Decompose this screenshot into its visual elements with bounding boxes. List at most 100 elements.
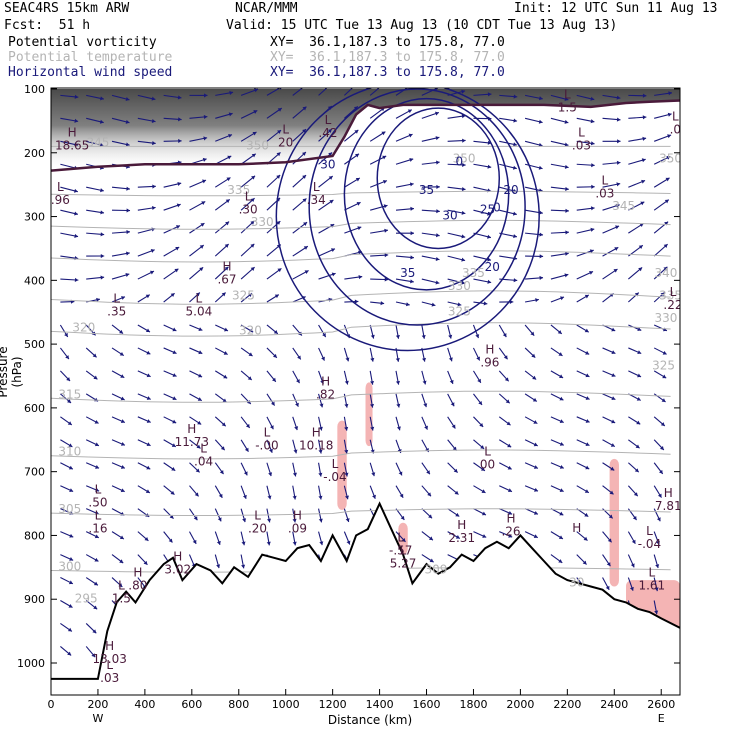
wind-vector-head: [564, 119, 569, 124]
wind-vector-head: [666, 155, 671, 160]
wind-vector-head: [329, 200, 334, 204]
wind-vector-head: [219, 470, 224, 475]
wind-vector-head: [559, 374, 564, 378]
wind-vector-head: [331, 272, 336, 277]
wind-vector-head: [174, 268, 179, 273]
wind-vector-head: [530, 331, 535, 336]
wind-vector-head: [659, 446, 664, 450]
pv-positive-patch: [609, 458, 619, 587]
wind-vector-head: [558, 535, 563, 539]
wind-vector-head: [482, 534, 487, 538]
wind-vector-head: [172, 419, 177, 424]
wind-vector-head: [292, 518, 297, 523]
wind-vector-head: [487, 92, 492, 97]
wind-vector-head: [662, 327, 667, 332]
init-time: Init: 12 UTC Sun 11 Aug 13: [514, 1, 718, 16]
extremum-value: .26: [501, 524, 520, 538]
wind-vector-head: [145, 328, 150, 333]
extremum-marker: H: [506, 511, 515, 525]
wind-vector-head: [565, 186, 569, 191]
wind-vector-head: [120, 441, 125, 446]
wind-vector-head: [297, 355, 301, 360]
wind-vector-head: [395, 358, 400, 362]
wind-vector-head: [120, 396, 125, 401]
extremum-value: .82: [316, 387, 335, 401]
wind-speed-contour: [308, 88, 526, 326]
wind-vector-head: [487, 140, 492, 145]
wind-vector-head: [146, 350, 151, 355]
theta-contour: [51, 290, 671, 305]
extremum-value: 18.65: [55, 139, 89, 153]
wind-vector-head: [513, 118, 518, 123]
field-xy-pv: XY= 36.1,187.3 to 175.8, 77.0: [270, 35, 505, 50]
y-tick-label: 900: [24, 593, 45, 606]
extremum-value: .22: [663, 298, 682, 312]
wind-vector-head: [200, 223, 205, 227]
extremum-marker: H: [485, 342, 494, 356]
wind-vector-head: [119, 351, 124, 356]
wind-vector-head: [539, 275, 544, 280]
wind-vector-head: [583, 536, 588, 541]
wind-vector-head: [344, 380, 349, 385]
wind-vector-head: [409, 157, 414, 162]
wind-vector-head: [277, 268, 282, 273]
wind-vector-head: [590, 96, 595, 101]
wind-vector-head: [452, 446, 457, 451]
wind-vector-head: [667, 134, 672, 139]
wind-vector-head: [273, 330, 278, 334]
wind-vector-head: [357, 226, 362, 231]
extremum-marker: L: [313, 180, 320, 194]
wind-vector-head: [564, 273, 569, 278]
wind-vector-head: [424, 425, 428, 430]
wind-vector-head: [448, 357, 453, 362]
wind-vector-head: [450, 402, 455, 407]
wind-vector-head: [252, 131, 257, 136]
wind-vector-head: [396, 403, 401, 408]
wind-vector-head: [636, 420, 641, 425]
wind-vector-head: [125, 142, 130, 147]
pv-positive-patch: [365, 382, 373, 447]
extremum-value: .50: [88, 496, 107, 510]
wind-vector-head: [533, 534, 538, 538]
wind-vector-head: [448, 334, 453, 339]
theta-label: 30: [569, 575, 584, 589]
wind-vector-head: [145, 489, 150, 493]
model-title: SEAC4RS 15km ARW: [4, 1, 130, 16]
wind-speed-label: 30: [320, 158, 335, 172]
wind-vector-head: [100, 210, 104, 215]
wind-vector-head: [171, 466, 176, 471]
wind-vector-head: [663, 266, 668, 271]
wind-vector-head: [146, 442, 151, 447]
wind-vector-head: [590, 141, 595, 146]
wind-vector-head: [266, 541, 271, 546]
wind-vector-head: [584, 294, 589, 299]
wind-vector-head: [146, 373, 151, 378]
wind-vector-head: [654, 587, 659, 592]
extremum-marker: L: [95, 483, 102, 497]
wind-vector-head: [609, 490, 614, 495]
wind-vector-head: [632, 516, 637, 521]
wind-vector-head: [539, 232, 544, 237]
wind-vector-head: [172, 373, 177, 377]
wind-vector-head: [617, 139, 621, 144]
wind-vector-head: [121, 296, 125, 300]
x-axis-label: Distance (km): [327, 713, 413, 727]
wind-vector-head: [584, 489, 589, 493]
wind-vector-head: [196, 444, 201, 449]
wind-vector-head: [152, 184, 156, 189]
theta-label: 350: [453, 151, 476, 165]
extremum-marker: H: [173, 550, 182, 564]
field-xy-wind: XY= 36.1,187.3 to 175.8, 77.0: [270, 65, 505, 80]
extremum-marker: H: [68, 126, 77, 140]
wind-vector-head: [74, 211, 78, 216]
wind-vector-head: [564, 142, 569, 147]
wind-vector-head: [610, 443, 615, 447]
wind-vector-head: [249, 328, 254, 333]
wind-vector-head: [559, 465, 564, 469]
wind-vector-head: [125, 96, 130, 101]
wind-vector-head: [248, 352, 253, 357]
wind-vector: [369, 88, 380, 96]
wind-vector-head: [533, 442, 538, 447]
wind-vector-head: [372, 494, 376, 499]
theta-label: 330: [654, 311, 677, 325]
